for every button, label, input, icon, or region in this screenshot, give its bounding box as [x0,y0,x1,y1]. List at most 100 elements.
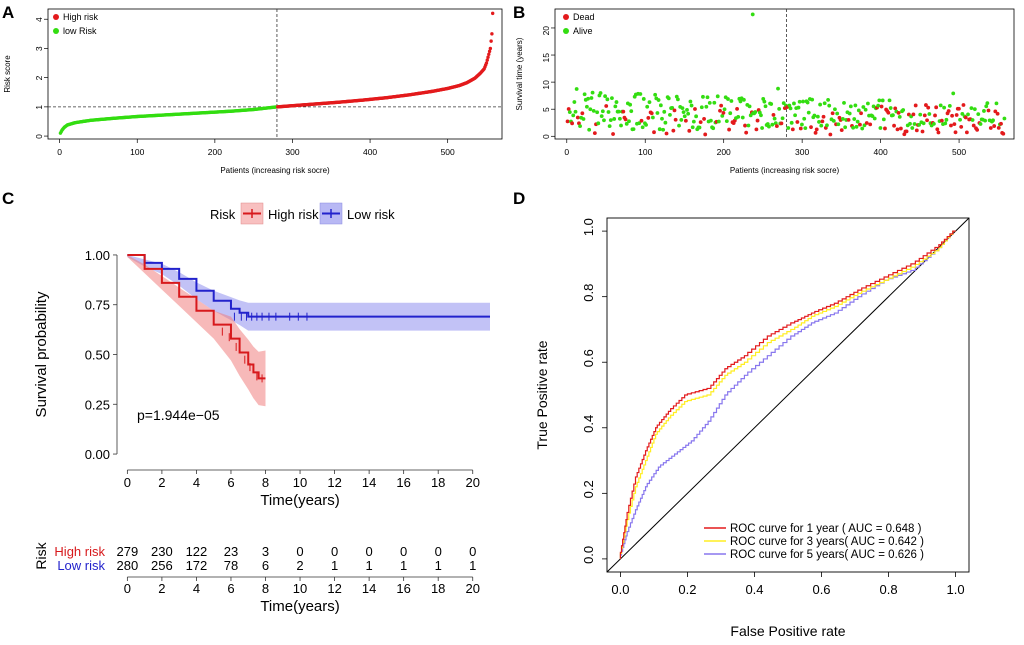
roc-curve-1 [619,230,956,559]
alive-point [740,115,745,120]
alive-point [647,100,652,105]
risk-table-cell: 1 [366,558,373,573]
x-tick-label: 10 [293,475,307,490]
dead-point [735,107,739,111]
alive-point [610,96,614,101]
alive-point [677,123,681,128]
y-tick-label: 0.4 [581,415,596,433]
y-tick-label: 2 [34,75,44,80]
alive-point [608,118,613,123]
alive-point [843,125,848,130]
y-tick-label: 10 [541,80,551,90]
alive-point [827,103,832,108]
y-tick-label: 0 [541,134,551,139]
legend-dead-label: Dead [573,12,595,22]
x-tick-label: 8 [262,475,269,490]
alive-point [917,123,922,127]
alive-point [660,116,664,121]
dead-point [566,107,571,111]
alive-point [818,102,823,107]
alive-point [657,127,662,132]
risk-table-cell: 3 [262,544,269,559]
dead-point [957,106,961,111]
alive-point [701,94,705,99]
risk-table-cell: 0 [331,544,338,559]
alive-point [627,119,631,124]
alive-point [686,111,691,116]
alive-point [617,116,622,121]
alive-point [599,114,604,119]
alive-point [582,92,587,97]
dead-point [809,125,813,130]
alive-point [591,108,596,113]
plot-frame [47,8,503,140]
legend-low-risk-label: Low risk [347,207,395,222]
alive-point [866,101,870,106]
alive-point [712,100,717,105]
x-tick-label: 4 [193,475,200,490]
x-tick-label: 0 [564,147,569,157]
alive-point [908,121,912,126]
alive-point [688,99,693,104]
alive-point [600,109,605,114]
dead-point [830,111,835,116]
dead-point [821,114,826,119]
dead-point [953,130,958,135]
high-risk-point [490,32,494,36]
x-tick-label: 300 [285,147,299,157]
alive-point [716,119,721,124]
dead-point [754,127,759,132]
dead-point [933,113,937,118]
alive-point [588,107,593,112]
dead-point [893,106,898,111]
alive-point [736,114,741,119]
x-tick-label: 500 [952,147,966,157]
alive-point [826,97,830,102]
legend-dead-marker [563,14,569,20]
alive-point [861,105,866,109]
alive-point [595,110,600,115]
risk-table-cell: 0 [435,544,442,559]
alive-point [653,92,658,97]
risk-table-cell: 0 [366,544,373,559]
dead-point [926,105,931,110]
x-tick-label: 20 [465,475,479,490]
dead-point [954,113,959,117]
alive-point [638,92,643,96]
alive-point [793,113,797,118]
alive-point [983,118,987,123]
x-tick-label: 400 [874,147,888,157]
dead-point [798,126,803,131]
dead-point [828,132,833,137]
alive-point [586,96,590,101]
alive-point [629,109,634,114]
dead-point [664,131,669,136]
alive-point [897,114,902,119]
alive-point [851,125,856,130]
x-tick-label: 0.2 [678,582,696,597]
alive-point [584,104,589,109]
high-risk-point [487,52,491,56]
dead-point [621,109,626,114]
alive-point [853,103,858,108]
dead-point [672,108,677,113]
dead-point [1001,131,1006,136]
alive-point [704,104,709,109]
dead-point [996,125,1001,130]
x-tick-label: 100 [638,147,652,157]
dead-point [755,118,760,123]
risk-table-cell: 1 [331,558,338,573]
alive-point [711,126,716,131]
dead-point [652,130,656,135]
dead-point [898,126,903,131]
dead-point [924,103,928,107]
y-tick-label: 5 [541,107,551,112]
dead-point [961,103,966,107]
alive-point [847,111,852,116]
alive-point [728,111,733,116]
alive-point [812,113,817,118]
dead-point [649,111,654,116]
dead-point [839,128,844,133]
risk-table-title: Risk [33,541,49,569]
dead-point [992,124,997,128]
